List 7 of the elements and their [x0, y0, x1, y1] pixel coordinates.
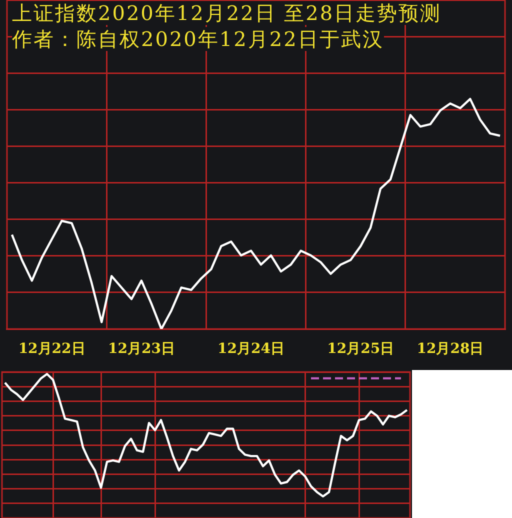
x-tick-label: 12月22日	[18, 341, 86, 358]
chart-title: 上证指数2020年12月22日 至28日走势预测	[12, 1, 442, 25]
chart-subtitle: 作者：陈自权2020年12月22日于武汉	[12, 27, 384, 51]
x-tick-label: 12月25日	[327, 341, 394, 358]
x-tick-label: 12月28日	[416, 341, 484, 358]
x-tick-label: 12月23日	[108, 341, 175, 358]
x-tick-label: 12月24日	[218, 341, 285, 358]
